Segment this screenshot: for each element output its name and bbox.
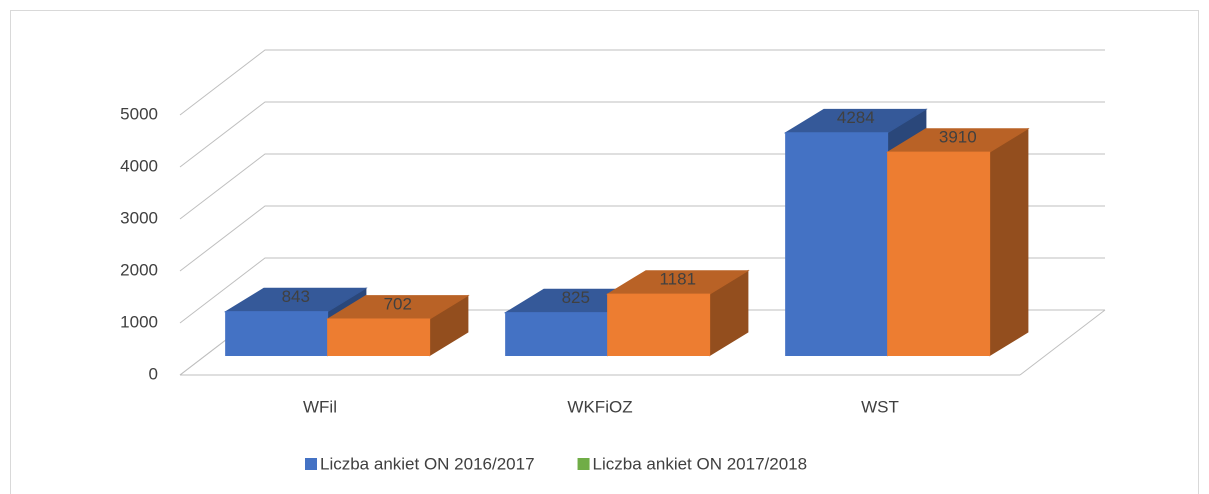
- data-label: 702: [384, 294, 412, 313]
- bar: [605, 269, 750, 357]
- bar-front: [225, 311, 329, 356]
- legend-label: Liczba ankiet ON 2017/2018: [593, 454, 808, 473]
- floor-edge: [1019, 309, 1106, 376]
- bar-front: [887, 151, 991, 356]
- data-label: 843: [282, 287, 310, 306]
- grid-line: [179, 49, 1105, 116]
- bar-front: [327, 318, 431, 356]
- legend-swatch: [577, 458, 590, 470]
- bar: [885, 127, 1030, 357]
- chart-frame: [10, 10, 1199, 494]
- bar: [325, 294, 470, 357]
- grid-line: [179, 101, 1105, 168]
- y-tick-label: 1000: [120, 312, 158, 331]
- legend-swatch: [305, 458, 317, 470]
- x-tick-label: WKFiOZ: [567, 397, 632, 416]
- data-label: 4284: [837, 108, 875, 127]
- bar-front: [607, 293, 711, 356]
- y-tick-label: 3000: [120, 208, 158, 227]
- x-tick-label: WFil: [303, 397, 337, 416]
- y-tick-label: 2000: [120, 260, 158, 279]
- y-tick-label: 5000: [120, 104, 158, 123]
- data-label: 825: [562, 288, 590, 307]
- x-tick-label: WST: [861, 397, 899, 416]
- bar-front: [505, 312, 609, 356]
- bar-side: [989, 127, 1029, 357]
- data-label: 3910: [939, 128, 977, 147]
- data-label: 1181: [659, 270, 696, 289]
- y-tick-label: 4000: [120, 156, 158, 175]
- y-tick-label: 0: [149, 364, 158, 383]
- legend-label: Liczba ankiet ON 2016/2017: [320, 454, 535, 473]
- bar-front: [785, 132, 889, 356]
